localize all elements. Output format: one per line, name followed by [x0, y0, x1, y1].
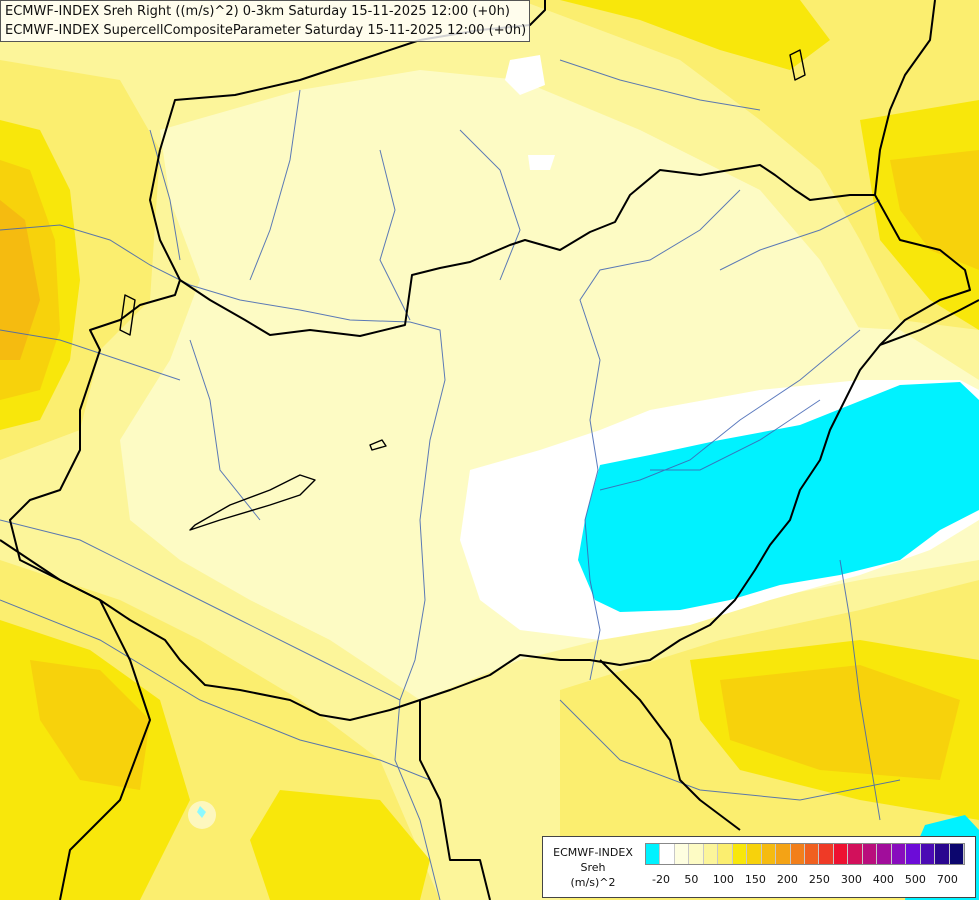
border-lake	[189, 474, 316, 531]
color-legend: ECMWF-INDEX Sreh (m/s)^2 -20 50 100 150 200 2…	[542, 836, 976, 898]
legend-color-bar	[645, 843, 965, 865]
legend-tick-label: 100	[712, 873, 734, 886]
field-orange-west-core	[0, 200, 40, 360]
legend-swatch	[833, 844, 849, 864]
legend-swatch	[790, 844, 805, 864]
field-white-spot	[188, 801, 216, 829]
legend-swatch	[747, 844, 762, 864]
river-north	[559, 59, 761, 111]
border-north	[159, 0, 546, 151]
border-serbia	[599, 659, 741, 831]
legend-swatch	[949, 844, 964, 864]
legend-tick-label: -20	[652, 873, 670, 886]
rivers	[0, 59, 901, 900]
river-mures	[599, 329, 861, 491]
field-dark-orange-sw	[30, 660, 150, 790]
border-east-lower	[879, 299, 979, 346]
legend-label-line-1: ECMWF-INDEX	[553, 846, 633, 859]
border-southwest	[0, 539, 101, 601]
title-line-2: ECMWF-INDEX SupercellCompositeParameter …	[5, 23, 527, 38]
field-white-north2	[528, 155, 555, 170]
river-west	[0, 329, 181, 381]
legend-swatch	[776, 844, 791, 864]
legend-tick-label: 700	[936, 873, 958, 886]
legend-swatch	[862, 844, 878, 864]
legend-swatch	[819, 844, 834, 864]
river-hron	[379, 149, 411, 321]
legend-swatch	[674, 844, 690, 864]
border-northeast	[874, 0, 936, 196]
legend-swatch	[877, 844, 892, 864]
border-south	[419, 700, 491, 900]
river-tisza	[579, 189, 741, 681]
legend-tick-labels: -20 50 100 150 200 250 300 400 500 700	[645, 873, 965, 891]
border-west	[149, 149, 181, 281]
river-sava	[0, 599, 431, 781]
legend-tick-label: 150	[744, 873, 766, 886]
river-ipoly	[459, 129, 521, 281]
border-river-line	[789, 49, 806, 81]
river-olt	[839, 559, 881, 821]
field-dark-orange-se	[720, 665, 960, 780]
legend-label-line-3: (m/s)^2	[570, 876, 616, 889]
legend-tick-label: 400	[872, 873, 894, 886]
field-pale-center	[120, 70, 860, 700]
river-drava	[0, 519, 401, 701]
river-koros	[650, 399, 821, 471]
legend-tick-label: 250	[808, 873, 830, 886]
map-title-box: ECMWF-INDEX Sreh Right ((m/s)^2) 0-3km S…	[0, 0, 530, 42]
legend-tick-label: 50	[684, 873, 699, 886]
river-vah	[249, 89, 301, 281]
border-lake-small	[369, 439, 387, 451]
river-szamos	[719, 199, 881, 271]
legend-tick-label: 300	[840, 873, 862, 886]
legend-swatch	[703, 844, 719, 864]
legend-swatch	[718, 844, 733, 864]
field-gold-north	[520, 0, 979, 330]
legend-swatch	[761, 844, 777, 864]
river-south-east	[559, 699, 901, 801]
legend-tick-label: 200	[776, 873, 798, 886]
border-croatia-south	[59, 599, 151, 900]
river-raba	[189, 339, 261, 521]
field-orange-north	[560, 0, 830, 70]
legend-label: ECMWF-INDEX Sreh (m/s)^2	[545, 845, 641, 890]
border-island	[119, 294, 136, 336]
title-line-1: ECMWF-INDEX Sreh Right ((m/s)^2) 0-3km S…	[5, 4, 510, 19]
legend-swatch	[906, 844, 921, 864]
field-cyan-east	[578, 382, 979, 612]
legend-label-line-2: Sreh	[580, 861, 606, 874]
legend-swatch	[689, 844, 704, 864]
field-dark-orange-ne	[890, 150, 979, 270]
legend-swatch	[804, 844, 820, 864]
legend-swatch	[920, 844, 936, 864]
legend-swatch	[848, 844, 863, 864]
border-hungary	[9, 164, 971, 721]
field-orange-south	[250, 790, 430, 900]
legend-swatch	[646, 844, 661, 864]
field-white-north	[505, 55, 545, 95]
legend-swatch	[660, 844, 675, 864]
legend-tick-label: 500	[904, 873, 926, 886]
river-morava	[149, 129, 181, 261]
legend-swatch	[935, 844, 950, 864]
legend-swatch	[732, 844, 748, 864]
legend-swatch	[891, 844, 907, 864]
